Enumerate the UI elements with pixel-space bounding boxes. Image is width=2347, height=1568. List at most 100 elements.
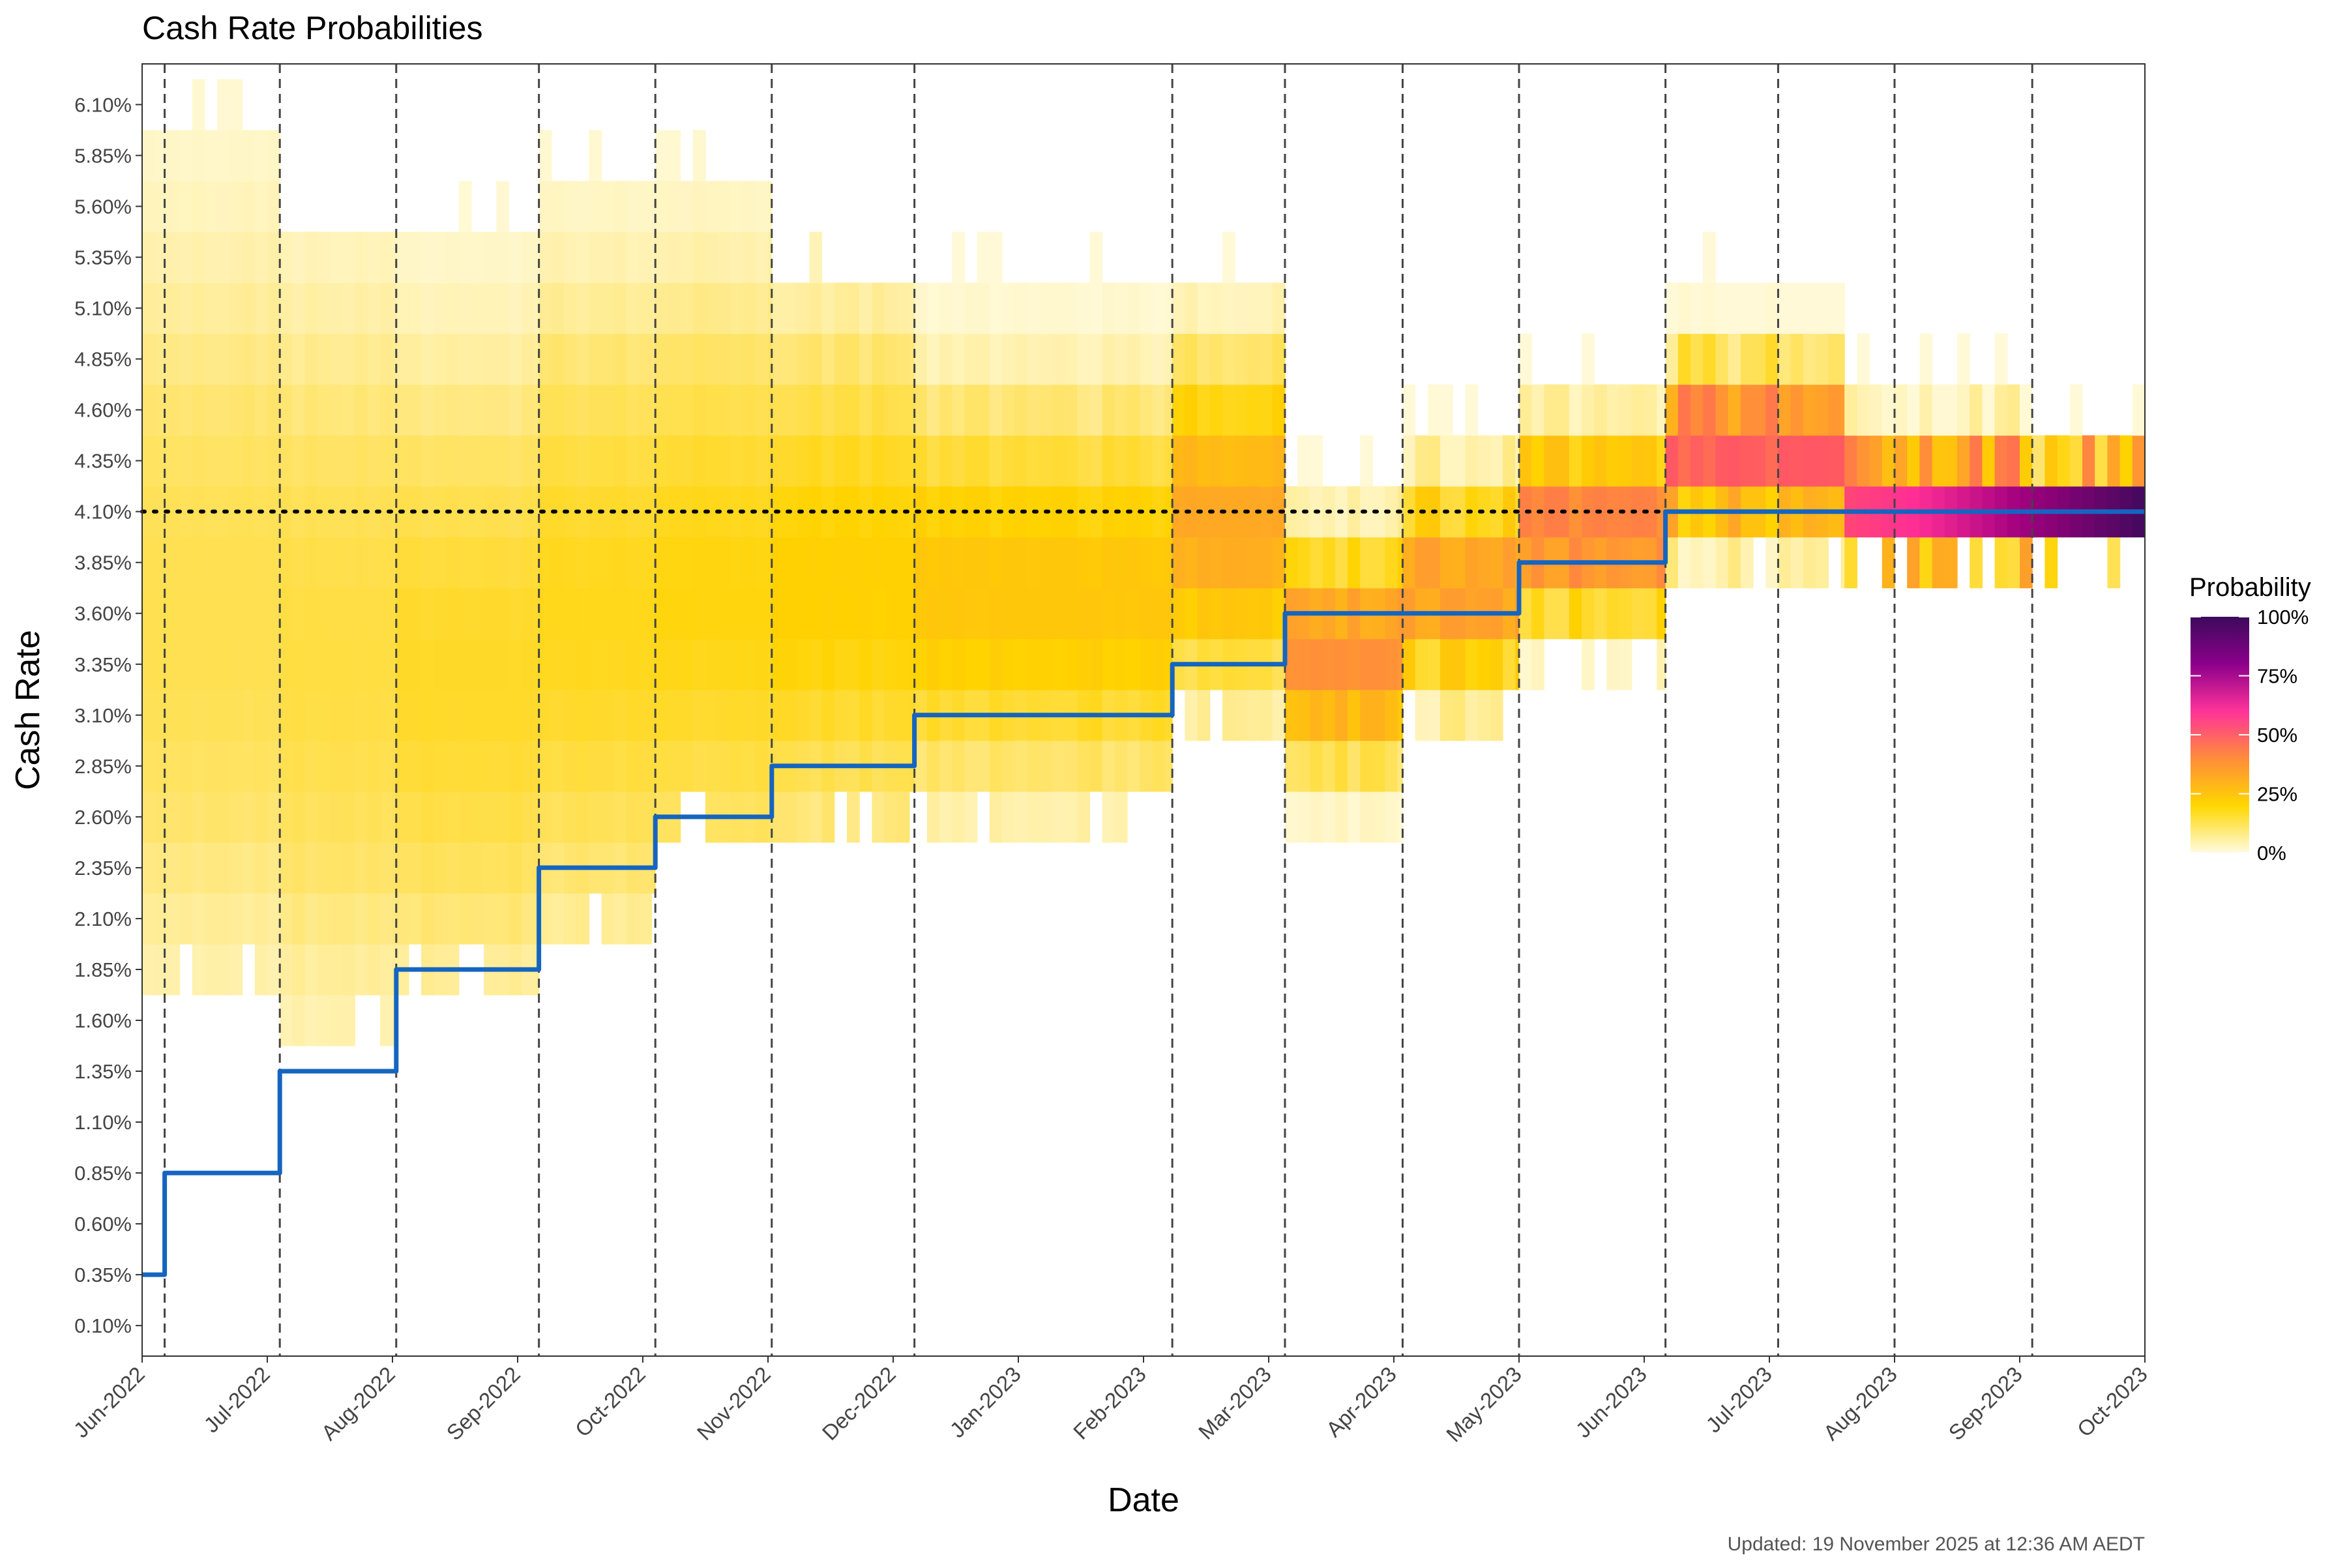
heat-cell: [421, 537, 434, 589]
heat-cell: [434, 384, 447, 436]
heat-cell: [421, 842, 434, 894]
heat-cell: [458, 486, 472, 538]
heat-cell: [1753, 435, 1766, 487]
heat-cell: [1247, 384, 1261, 436]
heat-cell: [446, 435, 460, 487]
heat-cell: [217, 181, 230, 233]
heat-cell: [977, 231, 990, 284]
heat-cell: [551, 486, 565, 538]
heat-cell: [1644, 486, 1657, 538]
heat-cell: [809, 791, 823, 843]
heat-cell: [533, 791, 540, 843]
heat-cell: [229, 181, 243, 233]
heat-cell: [1932, 384, 1945, 436]
heat-cell: [896, 638, 910, 690]
heat-cell: [1014, 638, 1028, 690]
heat-cell: [342, 435, 355, 487]
heat-cell: [1427, 435, 1441, 487]
heat-cell: [1102, 435, 1115, 487]
heat-cell: [926, 333, 940, 385]
heat-cell: [884, 689, 898, 741]
heat-cell: [743, 587, 756, 640]
heat-cell: [1039, 333, 1053, 385]
heat-cell: [521, 587, 535, 640]
heat-cell: [784, 384, 797, 436]
heat-cell: [1957, 384, 1970, 436]
heat-cell: [952, 486, 966, 538]
heat-cell: [668, 181, 681, 233]
heat-cell: [379, 587, 393, 640]
heat-cell: [1790, 537, 1804, 589]
heat-cell: [1127, 333, 1140, 385]
heat-cell: [446, 384, 460, 436]
heat-cell: [267, 384, 280, 436]
heat-cell: [768, 231, 773, 284]
heat-cell: [1014, 537, 1028, 589]
heat-cell: [1519, 587, 1532, 640]
heat-cell: [192, 791, 205, 843]
heat-cell: [496, 537, 510, 589]
heat-cell: [267, 181, 280, 233]
heat-cell: [142, 231, 155, 284]
heat-cell: [1728, 282, 1741, 334]
y-tick-label: 3.60%: [74, 602, 132, 625]
heat-cell: [1185, 282, 1198, 334]
heat-cell: [718, 282, 731, 334]
heat-cell: [1372, 486, 1386, 538]
heat-cell: [280, 231, 293, 284]
heat-cell: [797, 537, 810, 589]
heat-cell: [471, 842, 484, 894]
heat-cell: [1089, 282, 1103, 334]
heat-cell: [743, 435, 756, 487]
heat-cell: [496, 231, 510, 284]
heat-cell: [1052, 384, 1065, 436]
heat-cell: [330, 333, 343, 385]
heat-cell: [471, 893, 484, 945]
heat-cell: [408, 384, 422, 436]
heat-cell: [229, 689, 243, 741]
heat-cell: [458, 537, 472, 589]
heat-cell: [1360, 537, 1373, 589]
heat-cell: [1164, 486, 1173, 538]
heat-cell: [952, 587, 966, 640]
heat-cell: [1957, 435, 1970, 487]
heat-cell: [896, 282, 910, 334]
heat-cell: [342, 638, 355, 690]
heat-cell: [205, 333, 218, 385]
y-tick-label: 1.85%: [74, 958, 132, 981]
heat-cell: [1665, 282, 1679, 334]
heat-cell: [1415, 689, 1428, 741]
heat-cell: [342, 893, 355, 945]
heat-cell: [2007, 537, 2020, 589]
heat-cell: [1077, 638, 1091, 690]
heat-cell: [1297, 689, 1310, 741]
heat-cell: [1322, 638, 1336, 690]
heat-cell: [1027, 282, 1041, 334]
heat-cell: [1077, 333, 1091, 385]
heat-cell: [342, 689, 355, 741]
heat-cell: [509, 435, 522, 487]
heat-cell: [768, 638, 773, 690]
heat-cell: [589, 587, 602, 640]
heat-cell: [1014, 333, 1028, 385]
heat-cell: [509, 537, 522, 589]
heat-cell: [1065, 638, 1078, 690]
heat-cell: [509, 231, 522, 284]
heat-cell: [1828, 384, 1842, 436]
heat-cell: [977, 384, 990, 436]
heat-cell: [589, 791, 602, 843]
heat-cell: [1197, 537, 1211, 589]
heat-cell: [1740, 435, 1754, 487]
heat-cell: [1014, 282, 1028, 334]
heat-cell: [771, 587, 785, 640]
heat-cell: [1631, 486, 1645, 538]
heat-cell: [280, 994, 293, 1046]
heat-cell: [317, 740, 331, 792]
heat-cell: [242, 587, 256, 640]
heat-cell: [1490, 638, 1503, 690]
heat-cell: [768, 587, 773, 640]
heat-cell: [292, 384, 306, 436]
heat-cell: [304, 943, 318, 996]
heat-cell: [680, 435, 694, 487]
heat-cell: [601, 231, 615, 284]
